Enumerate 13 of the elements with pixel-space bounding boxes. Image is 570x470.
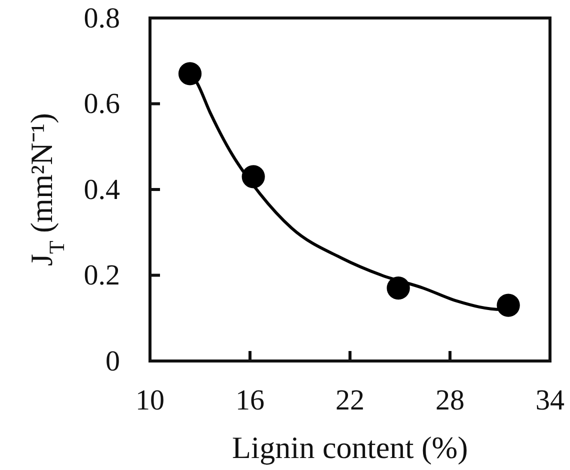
y-tick-label: 0 [106,345,120,378]
point [178,62,202,86]
x-tick-label: 28 [436,384,464,417]
x-tick-label: 22 [336,384,364,417]
y-tick-label: 0.4 [84,174,120,206]
x-tick-label: 10 [136,384,164,417]
y-tick-label: 0.2 [84,260,120,292]
point [496,294,520,317]
y-tick-label: 0.6 [84,88,120,120]
y-tick-label: 0.8 [84,2,120,34]
x-tick-label: 16 [236,384,264,417]
x-tick-label: 34 [536,384,565,417]
x-axis-title: Lignin content (%) [232,430,468,465]
